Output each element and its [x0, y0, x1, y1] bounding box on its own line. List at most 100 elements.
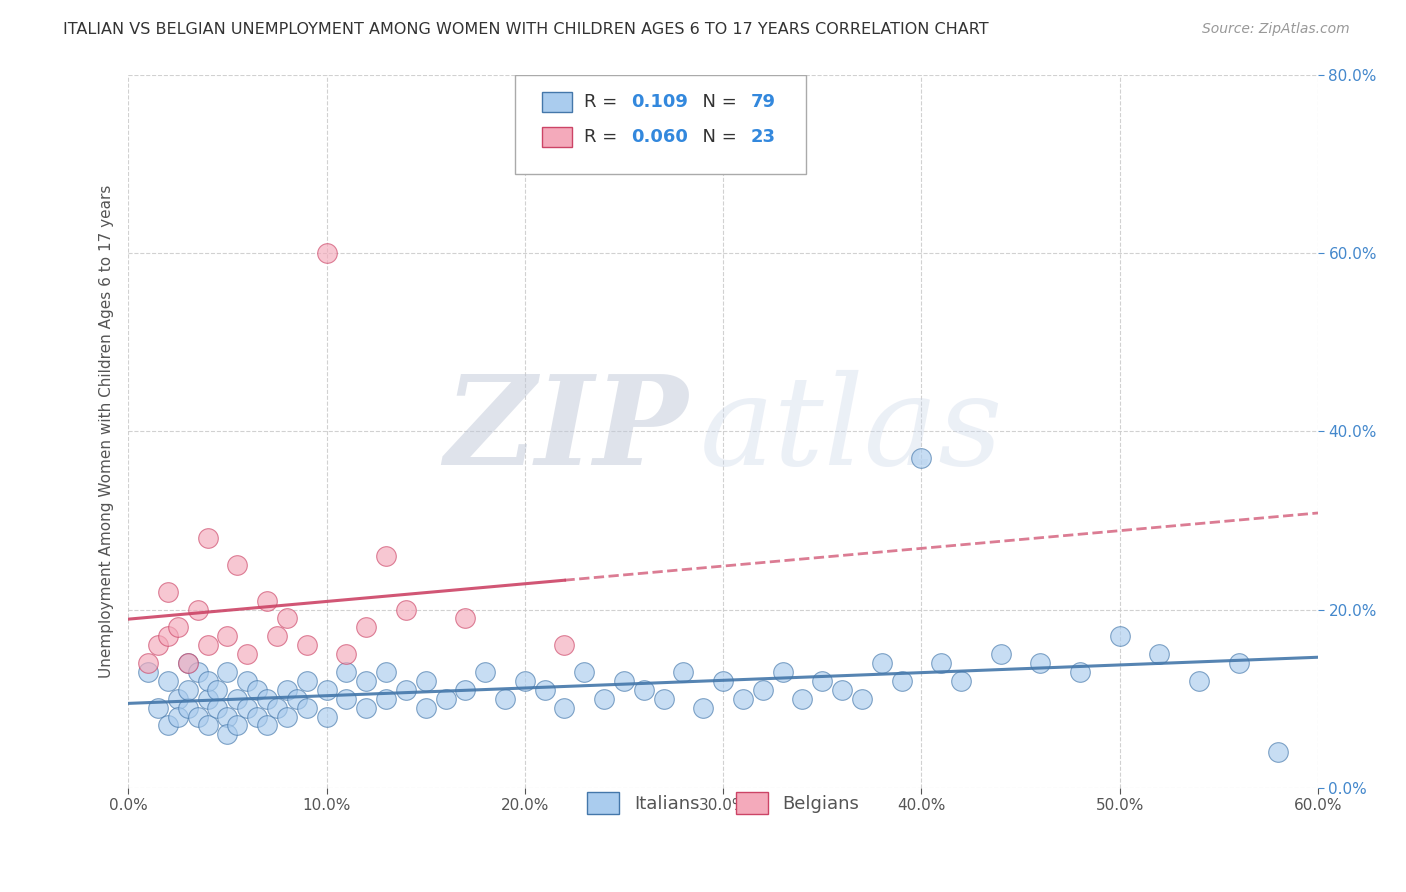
Point	[335, 665, 357, 679]
Point	[207, 700, 229, 714]
Point	[1069, 665, 1091, 679]
Point	[246, 709, 269, 723]
Point	[711, 673, 734, 688]
Point	[136, 665, 159, 679]
Point	[207, 682, 229, 697]
Point	[166, 620, 188, 634]
Point	[315, 245, 337, 260]
Point	[1188, 673, 1211, 688]
Point	[166, 709, 188, 723]
Point	[752, 682, 775, 697]
Point	[553, 700, 575, 714]
Text: N =: N =	[690, 93, 742, 111]
Text: R =: R =	[583, 128, 623, 146]
FancyBboxPatch shape	[543, 92, 572, 112]
Point	[256, 718, 278, 732]
Text: Source: ZipAtlas.com: Source: ZipAtlas.com	[1202, 22, 1350, 37]
Point	[146, 700, 169, 714]
Point	[652, 691, 675, 706]
Point	[672, 665, 695, 679]
Point	[1227, 656, 1250, 670]
Point	[354, 620, 377, 634]
Point	[990, 647, 1012, 661]
Point	[1149, 647, 1171, 661]
Point	[335, 647, 357, 661]
Point	[1267, 745, 1289, 759]
Point	[375, 549, 398, 563]
Point	[395, 602, 418, 616]
Point	[266, 700, 288, 714]
Text: 0.109: 0.109	[631, 93, 689, 111]
Point	[831, 682, 853, 697]
Point	[197, 673, 219, 688]
Point	[197, 718, 219, 732]
Point	[166, 691, 188, 706]
Point	[197, 691, 219, 706]
Point	[574, 665, 596, 679]
Point	[136, 656, 159, 670]
FancyBboxPatch shape	[515, 75, 807, 175]
Point	[613, 673, 636, 688]
Point	[454, 682, 477, 697]
Point	[177, 700, 200, 714]
Point	[197, 638, 219, 652]
Y-axis label: Unemployment Among Women with Children Ages 6 to 17 years: Unemployment Among Women with Children A…	[100, 185, 114, 678]
Legend: Italians, Belgians: Italians, Belgians	[576, 781, 870, 825]
Point	[156, 629, 179, 643]
Text: ITALIAN VS BELGIAN UNEMPLOYMENT AMONG WOMEN WITH CHILDREN AGES 6 TO 17 YEARS COR: ITALIAN VS BELGIAN UNEMPLOYMENT AMONG WO…	[63, 22, 988, 37]
Point	[851, 691, 873, 706]
Point	[929, 656, 952, 670]
Point	[226, 691, 249, 706]
Point	[772, 665, 794, 679]
Text: 0.060: 0.060	[631, 128, 689, 146]
Point	[217, 727, 239, 741]
Point	[177, 656, 200, 670]
Text: 23: 23	[751, 128, 776, 146]
Point	[146, 638, 169, 652]
Point	[295, 638, 318, 652]
Point	[217, 665, 239, 679]
Point	[187, 709, 209, 723]
Point	[187, 602, 209, 616]
Point	[197, 531, 219, 545]
FancyBboxPatch shape	[543, 128, 572, 147]
Point	[1029, 656, 1052, 670]
Text: N =: N =	[690, 128, 742, 146]
Point	[276, 682, 298, 697]
Point	[285, 691, 308, 706]
Point	[692, 700, 714, 714]
Point	[276, 709, 298, 723]
Point	[315, 709, 337, 723]
Point	[236, 700, 259, 714]
Point	[156, 584, 179, 599]
Point	[354, 673, 377, 688]
Point	[217, 629, 239, 643]
Point	[226, 558, 249, 572]
Point	[395, 682, 418, 697]
Point	[494, 691, 516, 706]
Point	[593, 691, 616, 706]
Text: ZIP: ZIP	[444, 370, 688, 492]
Point	[533, 682, 555, 697]
Point	[910, 450, 932, 465]
Point	[553, 638, 575, 652]
Point	[415, 700, 437, 714]
Point	[177, 682, 200, 697]
Point	[217, 709, 239, 723]
Point	[375, 665, 398, 679]
Point	[890, 673, 912, 688]
Point	[266, 629, 288, 643]
Point	[1108, 629, 1130, 643]
Point	[633, 682, 655, 697]
Point	[295, 700, 318, 714]
Text: atlas: atlas	[699, 370, 1002, 492]
Point	[315, 682, 337, 697]
Text: R =: R =	[583, 93, 623, 111]
Point	[236, 673, 259, 688]
Point	[870, 656, 893, 670]
Point	[187, 665, 209, 679]
Point	[950, 673, 973, 688]
Point	[375, 691, 398, 706]
Point	[474, 665, 496, 679]
Point	[226, 718, 249, 732]
